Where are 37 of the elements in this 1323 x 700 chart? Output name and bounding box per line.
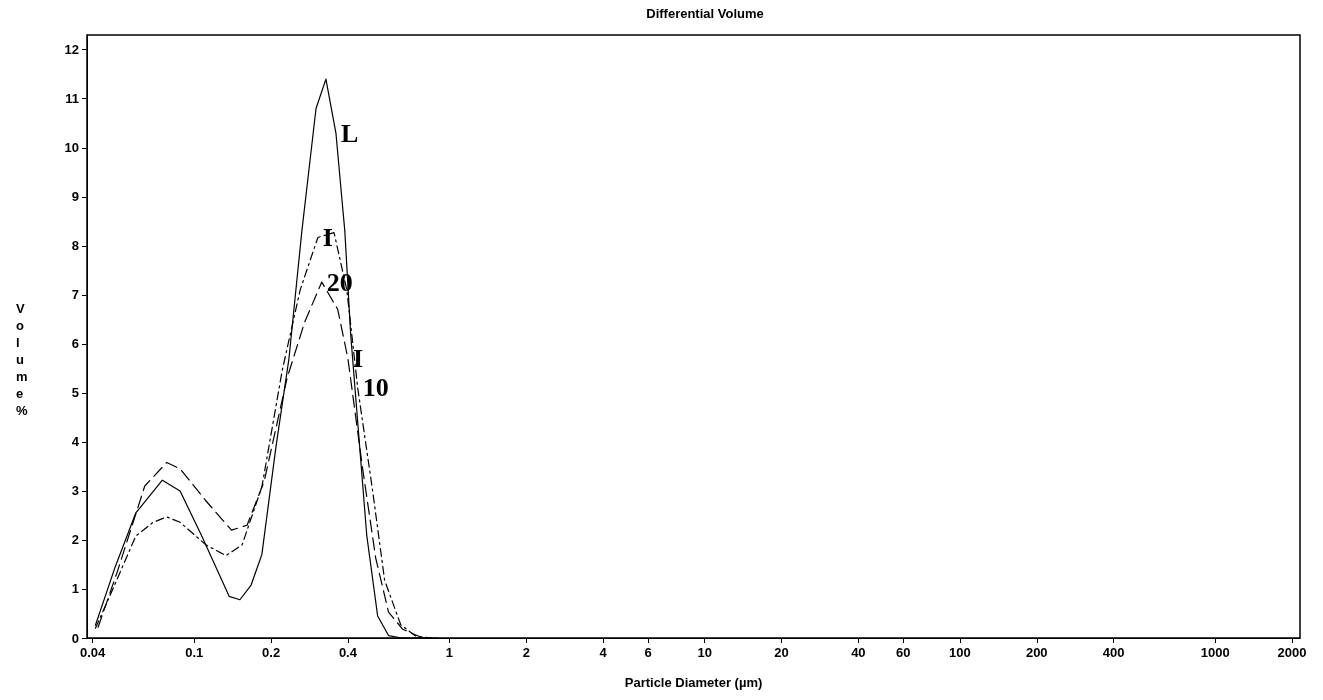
y-tick-label: 10 <box>64 140 79 156</box>
x-tick-label: 0.4 <box>338 645 358 660</box>
x-axis-title: Particle Diameter (µm) <box>624 675 763 690</box>
x-tick-label: 4 <box>599 645 608 660</box>
x-tick-label: 6 <box>644 645 652 660</box>
y-tick-label: 6 <box>71 336 79 352</box>
x-tick-label: 200 <box>1025 645 1048 660</box>
annotation: L <box>340 118 359 148</box>
x-tick-label: 400 <box>1102 645 1125 660</box>
y-tick-label: 4 <box>71 434 80 450</box>
y-tick-label: 3 <box>71 483 79 499</box>
annotation: 10 <box>362 373 389 403</box>
y-tick-label: 7 <box>71 287 79 303</box>
annotation: I <box>322 222 333 252</box>
x-tick-label: 2 <box>522 645 530 660</box>
x-tick-label: 40 <box>851 645 866 660</box>
x-tick-label: 2000 <box>1277 645 1307 660</box>
x-tick-label: 1000 <box>1200 645 1230 660</box>
x-tick-label: 1 <box>445 645 454 660</box>
y-tick-label: 5 <box>71 385 79 401</box>
x-tick-label: 100 <box>949 645 971 660</box>
annotation: I <box>352 344 364 374</box>
x-tick-label: 60 <box>896 645 911 660</box>
x-tick-label: 10 <box>697 645 712 660</box>
y-tick-label: 1 <box>71 581 79 597</box>
y-tick-label: 8 <box>71 238 79 254</box>
chart-title: Differential Volume <box>646 6 764 21</box>
y-axis-title: Volume % <box>16 301 28 418</box>
y-tick-label: 11 <box>65 91 79 107</box>
x-tick-label: 0.04 <box>80 645 107 660</box>
x-tick-label: 20 <box>774 645 789 660</box>
x-tick-label: 0.2 <box>262 645 281 660</box>
y-tick-label: 9 <box>71 189 79 205</box>
y-tick-label: 12 <box>64 42 79 58</box>
x-tick-label: 0.1 <box>185 645 204 660</box>
y-tick-label: 0 <box>71 630 79 646</box>
y-tick-label: 2 <box>71 532 79 548</box>
